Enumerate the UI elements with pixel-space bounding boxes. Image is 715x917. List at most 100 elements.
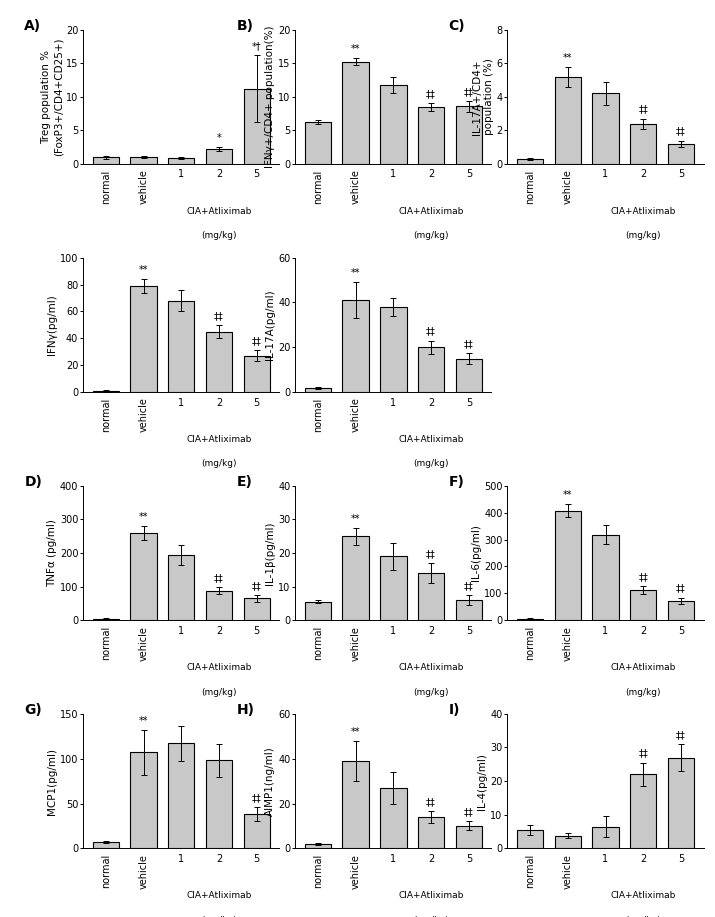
Text: ‡‡: ‡‡: [638, 572, 648, 581]
Bar: [93, 619, 119, 620]
Text: 1: 1: [603, 854, 608, 864]
Text: CIA+Atliximab: CIA+Atliximab: [398, 663, 464, 672]
Text: 1: 1: [178, 625, 184, 635]
Bar: [630, 124, 656, 164]
Text: 5: 5: [254, 170, 260, 180]
Text: ‡‡: ‡‡: [676, 127, 686, 137]
Text: normal: normal: [313, 170, 323, 204]
Bar: [418, 817, 444, 848]
Text: 2: 2: [640, 854, 646, 864]
Text: **: **: [563, 52, 573, 62]
Text: (mg/kg): (mg/kg): [626, 688, 661, 697]
Text: vehicle: vehicle: [350, 170, 360, 204]
Bar: [418, 573, 444, 620]
Bar: [130, 286, 157, 392]
Text: **: **: [139, 716, 148, 726]
Text: **: **: [351, 269, 360, 278]
Bar: [380, 84, 407, 164]
Text: 5: 5: [254, 625, 260, 635]
Bar: [342, 761, 369, 848]
Text: normal: normal: [101, 854, 111, 888]
Bar: [244, 599, 270, 620]
Text: ‡‡: ‡‡: [638, 748, 648, 758]
Bar: [380, 557, 407, 620]
Text: 5: 5: [678, 170, 684, 180]
Y-axis label: IL-17A(pg/ml): IL-17A(pg/ml): [265, 290, 275, 360]
Text: (mg/kg): (mg/kg): [626, 231, 661, 240]
Bar: [342, 61, 369, 164]
Y-axis label: TNFα (pg/ml): TNFα (pg/ml): [47, 519, 57, 587]
Bar: [130, 753, 157, 848]
Text: ‡‡: ‡‡: [464, 87, 474, 97]
Text: 5: 5: [254, 854, 260, 864]
Text: 1: 1: [603, 170, 608, 180]
Text: (mg/kg): (mg/kg): [201, 916, 237, 917]
Bar: [93, 158, 119, 164]
Bar: [168, 301, 194, 392]
Text: vehicle: vehicle: [350, 625, 360, 660]
Y-axis label: IL-4(pg/ml): IL-4(pg/ml): [478, 753, 488, 810]
Bar: [305, 844, 331, 848]
Text: 2: 2: [216, 398, 222, 407]
Text: 5: 5: [254, 398, 260, 407]
Bar: [305, 602, 331, 620]
Bar: [455, 600, 482, 620]
Bar: [517, 159, 543, 164]
Text: ‡‡: ‡‡: [464, 339, 474, 348]
Text: (mg/kg): (mg/kg): [201, 231, 237, 240]
Bar: [592, 826, 618, 848]
Text: CIA+Atliximab: CIA+Atliximab: [187, 891, 252, 900]
Text: 5: 5: [465, 854, 472, 864]
Text: F): F): [448, 475, 465, 489]
Text: 2: 2: [640, 625, 646, 635]
Text: vehicle: vehicle: [350, 854, 360, 889]
Bar: [130, 533, 157, 620]
Y-axis label: IL-17A+/CD4+
population (%): IL-17A+/CD4+ population (%): [472, 59, 493, 135]
Text: 2: 2: [428, 854, 434, 864]
Text: 5: 5: [465, 398, 472, 407]
Text: **: **: [139, 265, 148, 275]
Text: 1: 1: [390, 625, 396, 635]
Text: (mg/kg): (mg/kg): [413, 231, 449, 240]
Bar: [244, 89, 270, 164]
Bar: [342, 536, 369, 620]
Y-axis label: IL-6(pg/ml): IL-6(pg/ml): [471, 525, 481, 581]
Bar: [455, 106, 482, 164]
Text: CIA+Atliximab: CIA+Atliximab: [611, 891, 676, 900]
Text: (mg/kg): (mg/kg): [626, 916, 661, 917]
Text: D): D): [24, 475, 42, 489]
Bar: [206, 760, 232, 848]
Text: 2: 2: [640, 170, 646, 180]
Bar: [168, 744, 194, 848]
Text: CIA+Atliximab: CIA+Atliximab: [398, 891, 464, 900]
Text: 2: 2: [216, 170, 222, 180]
Text: (mg/kg): (mg/kg): [413, 459, 449, 469]
Text: **: **: [139, 512, 148, 522]
Text: 2: 2: [428, 170, 434, 180]
Bar: [380, 307, 407, 392]
Y-axis label: MCP1(pg/ml): MCP1(pg/ml): [47, 747, 57, 814]
Text: normal: normal: [101, 398, 111, 432]
Text: **: **: [563, 490, 573, 500]
Bar: [305, 388, 331, 392]
Text: vehicle: vehicle: [563, 854, 573, 889]
Text: B): B): [237, 18, 253, 33]
Text: ‡‡: ‡‡: [464, 581, 474, 591]
Text: 5: 5: [678, 625, 684, 635]
Text: **: **: [351, 727, 360, 736]
Text: ‡‡: ‡‡: [638, 105, 648, 115]
Bar: [555, 77, 581, 164]
Bar: [592, 535, 618, 620]
Text: I): I): [448, 703, 460, 717]
Y-axis label: IFNγ(pg/ml): IFNγ(pg/ml): [47, 294, 57, 355]
Bar: [555, 835, 581, 848]
Bar: [418, 107, 444, 164]
Text: normal: normal: [101, 170, 111, 204]
Y-axis label: IL-1β(pg/ml): IL-1β(pg/ml): [265, 521, 275, 585]
Text: **: **: [351, 514, 360, 524]
Text: CIA+Atliximab: CIA+Atliximab: [187, 207, 252, 216]
Text: 1: 1: [390, 170, 396, 180]
Text: 1: 1: [603, 625, 608, 635]
Bar: [206, 149, 232, 164]
Text: 1: 1: [178, 170, 184, 180]
